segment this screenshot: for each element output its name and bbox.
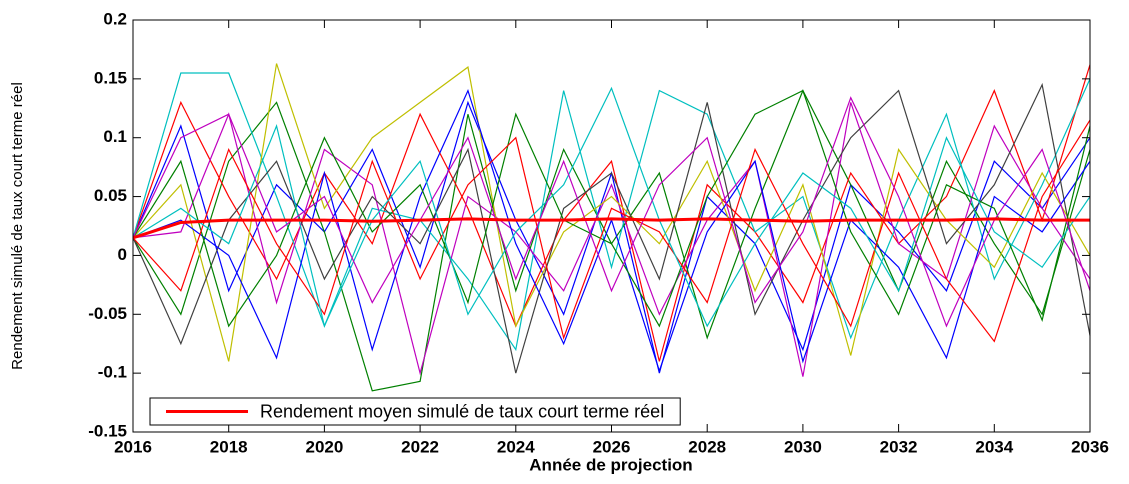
x-tick-label: 2032 xyxy=(880,437,918,456)
y-tick-label: 0.2 xyxy=(103,9,127,28)
simulation-line xyxy=(132,63,1091,362)
plot-area xyxy=(133,20,1090,432)
simulation-line xyxy=(132,89,1091,328)
y-tick-label: 0 xyxy=(118,245,127,264)
x-tick-label: 2034 xyxy=(975,437,1013,456)
x-tick-label: 2022 xyxy=(401,437,439,456)
x-tick-label: 2030 xyxy=(784,437,822,456)
x-tick-label: 2036 xyxy=(1071,437,1109,456)
simulation-line xyxy=(132,82,1091,374)
legend: Rendement moyen simulé de taux court ter… xyxy=(149,397,681,426)
x-tick-label: 2016 xyxy=(114,437,152,456)
x-tick-label: 2020 xyxy=(305,437,343,456)
simulation-line xyxy=(132,72,1091,352)
y-tick-label: -0.05 xyxy=(88,304,127,323)
y-tick-label: 0.05 xyxy=(94,186,127,205)
simulation-line xyxy=(132,64,1091,362)
y-tick-label: -0.15 xyxy=(88,421,127,440)
x-tick-label: 2028 xyxy=(688,437,726,456)
x-tick-label: 2024 xyxy=(497,437,535,456)
simulation-line xyxy=(132,86,1091,328)
y-tick-label: 0.1 xyxy=(103,127,127,146)
y-axis-label: Rendement simulé de taux court terme rée… xyxy=(9,82,26,370)
y-tick-label: -0.1 xyxy=(98,363,127,382)
legend-label: Rendement moyen simulé de taux court ter… xyxy=(260,401,664,421)
y-tick-label: 0.15 xyxy=(94,68,127,87)
x-tick-label: 2018 xyxy=(210,437,248,456)
simulation-line xyxy=(132,102,1091,377)
x-axis-label: Année de projection xyxy=(529,455,692,474)
simulation-line xyxy=(132,119,1091,343)
x-tick-label: 2026 xyxy=(593,437,631,456)
mean-line xyxy=(132,217,1090,240)
